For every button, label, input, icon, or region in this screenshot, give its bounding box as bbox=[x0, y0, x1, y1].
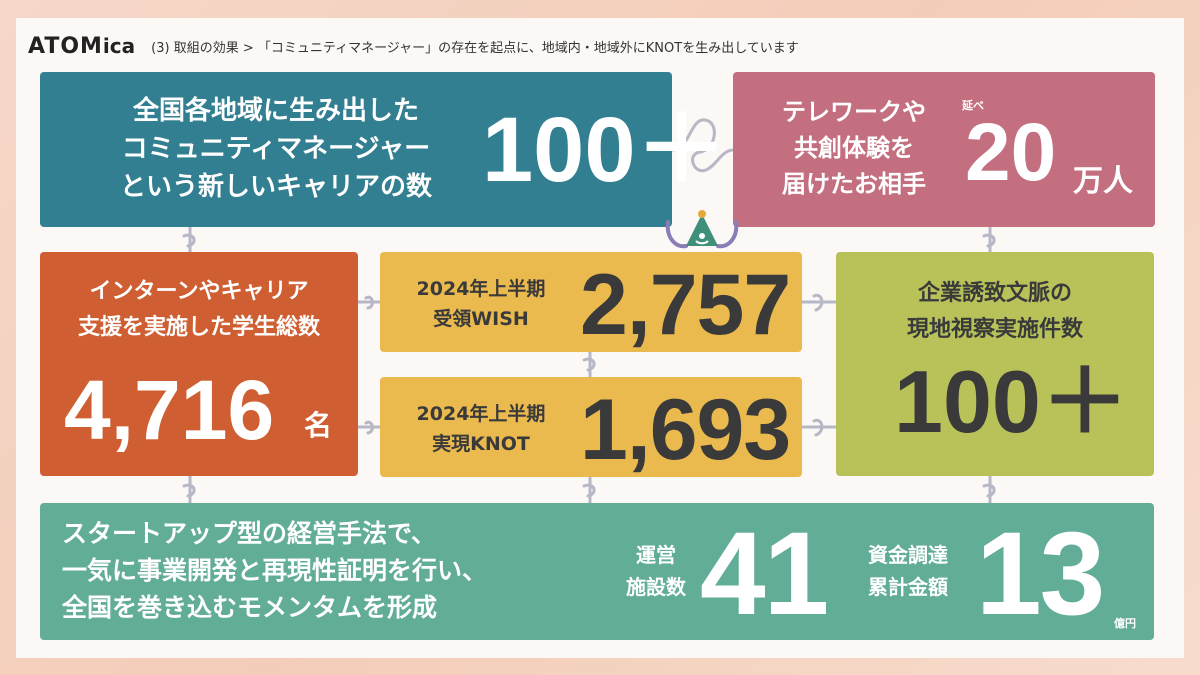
funding-label: 資金調達 累計金額 bbox=[868, 543, 948, 599]
telework-prefix: 延べ bbox=[962, 99, 984, 112]
telework-value: 20 bbox=[965, 107, 1057, 198]
site-visits-card: 企業誘致文脈の 現地視察実施件数 100＋ bbox=[836, 252, 1154, 476]
site-visits-label: 企業誘致文脈の 現地視察実施件数 bbox=[906, 281, 1083, 342]
funding-value: 13 bbox=[976, 508, 1105, 640]
wish-value: 2,757 bbox=[580, 257, 791, 353]
telework-unit: 万人 bbox=[1073, 164, 1133, 199]
facilities-value: 41 bbox=[700, 508, 829, 640]
atomica-logo: ATOMica bbox=[28, 33, 136, 59]
site-visits-value: 100＋ bbox=[894, 352, 1129, 451]
telework-card: テレワークや 共創体験を 届けたお相手 延べ 20 万人 bbox=[733, 72, 1155, 227]
header: ATOMica (3) 取組の効果 > 「コミュニティマネージャー」の存在を起点… bbox=[28, 33, 799, 59]
community-managers-value: 100＋ bbox=[482, 99, 728, 201]
wish-card: 2024年上半期 受領WISH 2,757 bbox=[380, 252, 802, 352]
funding-unit: 億円 bbox=[1114, 617, 1136, 630]
facilities-label: 運営 施設数 bbox=[626, 543, 686, 599]
knot-card: 2024年上半期 実現KNOT 1,693 bbox=[380, 377, 802, 477]
community-managers-label: 全国各地域に生み出した コミュニティマネージャー という新しいキャリアの数 bbox=[119, 96, 432, 202]
startup-label: スタートアップ型の経営手法で、 一気に事業開発と再現性証明を行い、 全国を巻き込… bbox=[62, 519, 488, 622]
atomica-mascot-icon bbox=[665, 210, 739, 249]
knot-label: 2024年上半期 実現KNOT bbox=[416, 403, 546, 455]
students-label: インターンやキャリア 支援を実施した学生総数 bbox=[77, 279, 320, 340]
breadcrumb: (3) 取組の効果 > 「コミュニティマネージャー」の存在を起点に、地域内・地域… bbox=[151, 40, 799, 56]
wish-label: 2024年上半期 受領WISH bbox=[416, 278, 546, 330]
knot-value: 1,693 bbox=[580, 382, 791, 478]
students-value: 4,716 bbox=[64, 363, 275, 457]
students-unit: 名 bbox=[304, 409, 333, 442]
students-card: インターンやキャリア 支援を実施した学生総数 4,716 名 bbox=[40, 252, 358, 476]
telework-label: テレワークや 共創体験を 届けたお相手 bbox=[782, 98, 926, 198]
startup-card: スタートアップ型の経営手法で、 一気に事業開発と再現性証明を行い、 全国を巻き込… bbox=[40, 503, 1154, 640]
community-managers-card: 全国各地域に生み出した コミュニティマネージャー という新しいキャリアの数 10… bbox=[40, 72, 728, 227]
